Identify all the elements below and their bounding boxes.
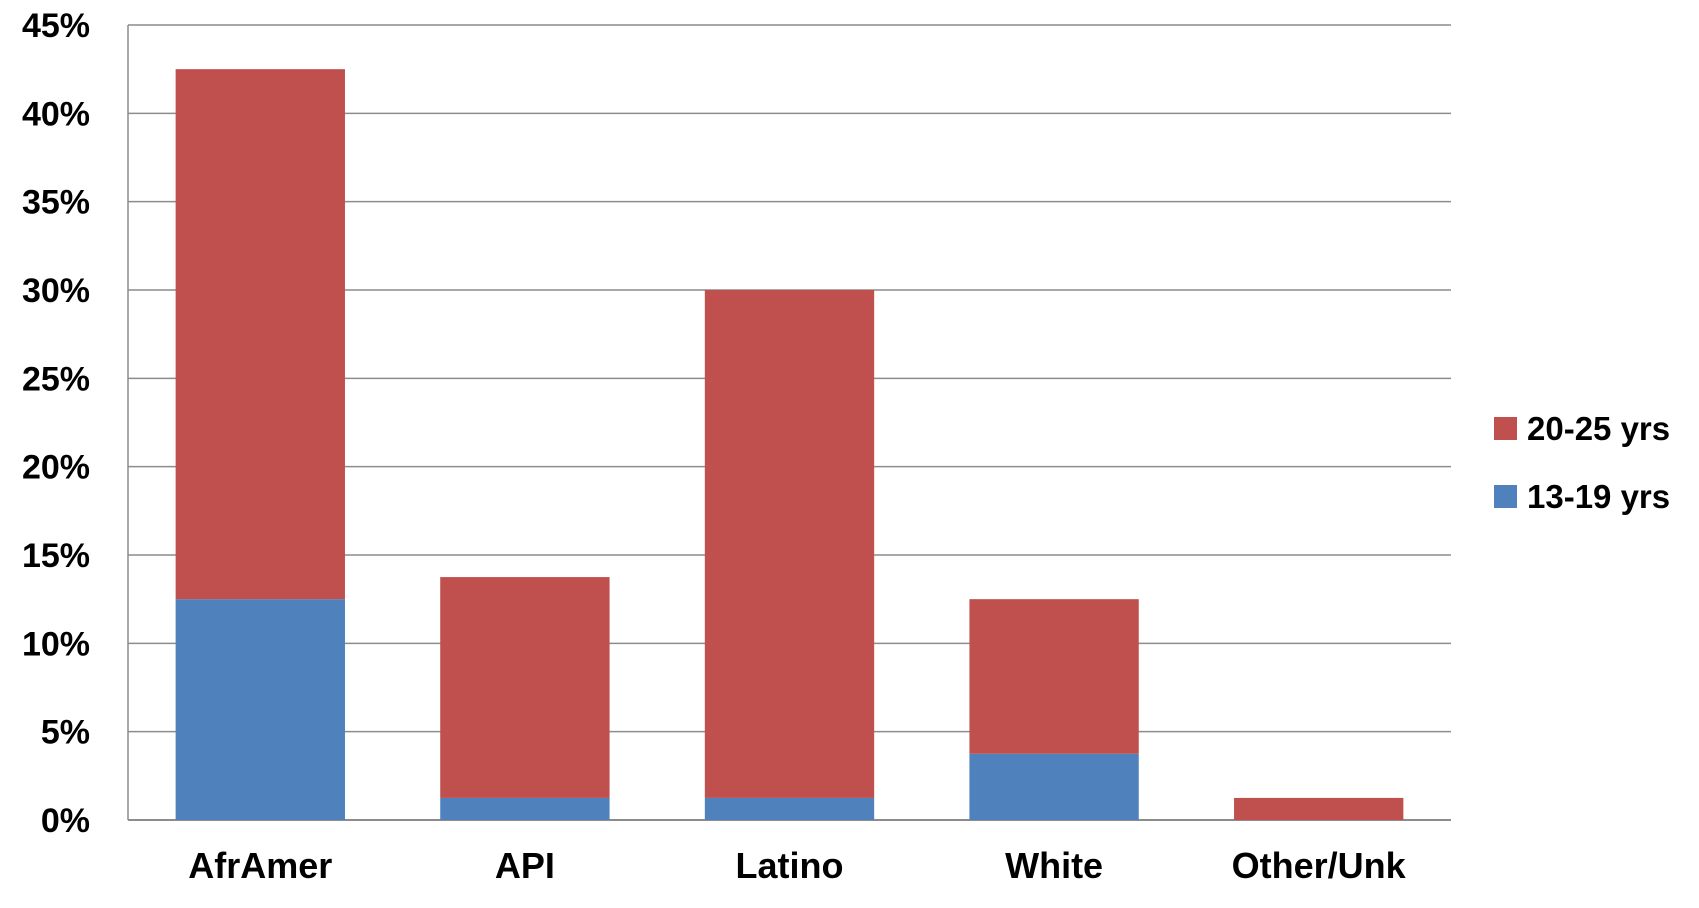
x-category-label: Other/Unk xyxy=(1232,845,1407,886)
y-tick-label: 40% xyxy=(22,95,90,133)
y-tick-label: 10% xyxy=(22,625,90,663)
bar-aframer-13-19-yrs xyxy=(175,599,345,820)
bar-api-20-25-yrs xyxy=(440,577,610,798)
bar-api-13-19-yrs xyxy=(440,797,610,820)
y-tick-label: 20% xyxy=(22,449,90,487)
bar-latino-13-19-yrs xyxy=(704,797,875,820)
x-category-label: API xyxy=(495,845,555,886)
bar-latino-20-25-yrs xyxy=(704,290,875,798)
y-tick-label: 0% xyxy=(41,802,90,840)
y-tick-label: 5% xyxy=(41,714,90,752)
legend-label: 20-25 yrs xyxy=(1527,410,1670,447)
y-tick-label: 15% xyxy=(22,537,90,575)
x-category-label: AfrAmer xyxy=(188,845,332,886)
legend-label: 13-19 yrs xyxy=(1527,478,1670,515)
bar-other-unk-20-25-yrs xyxy=(1234,797,1404,820)
bar-white-20-25-yrs xyxy=(969,599,1139,754)
y-tick-label: 35% xyxy=(22,184,90,222)
legend-swatch xyxy=(1494,485,1517,508)
x-axis-category-labels: AfrAmer API Latino White Other/Unk xyxy=(188,845,1406,886)
x-category-label: Latino xyxy=(736,845,844,886)
legend: 20-25 yrs 13-19 yrs xyxy=(1494,410,1670,515)
bars xyxy=(175,69,1404,820)
bar-aframer-20-25-yrs xyxy=(175,69,345,600)
legend-swatch xyxy=(1494,417,1517,440)
y-tick-label: 25% xyxy=(22,360,90,398)
y-tick-label: 30% xyxy=(22,272,90,310)
x-category-label: White xyxy=(1005,845,1103,886)
bar-white-13-19-yrs xyxy=(969,753,1139,820)
y-tick-label: 45% xyxy=(22,7,90,45)
y-axis-tick-labels: 0% 5% 10% 15% 20% 25% 30% 35% 40% 45% xyxy=(22,7,90,840)
